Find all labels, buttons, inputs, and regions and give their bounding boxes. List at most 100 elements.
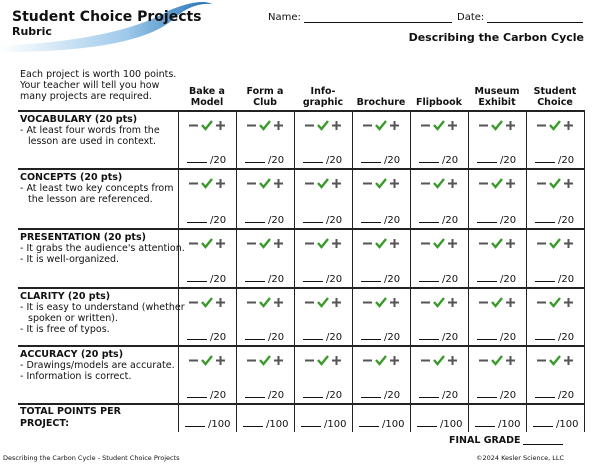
rating-icons <box>419 116 459 135</box>
minus-check-plus <box>421 297 457 308</box>
score-max: /20 <box>558 274 575 285</box>
score-max: /20 <box>384 332 401 343</box>
minus-check-plus <box>537 178 573 189</box>
score-max: /20 <box>558 390 575 401</box>
row-line <box>18 228 584 230</box>
score-blank <box>185 417 205 427</box>
rating-icons <box>187 174 227 193</box>
minus-check-plus <box>537 120 573 131</box>
column-line <box>236 110 237 432</box>
score-max: /20 <box>384 155 401 166</box>
criterion-point-text: It is well-organized. <box>26 254 120 265</box>
minus-check-plus <box>247 178 283 189</box>
criterion-point: - At least two key concepts from the les… <box>20 183 174 205</box>
score-blank <box>245 330 265 340</box>
rating-icons <box>477 174 517 193</box>
cell-score: /20 <box>535 388 574 401</box>
title: Student Choice Projects <box>12 9 202 25</box>
score-max: /20 <box>558 215 575 226</box>
score-blank <box>477 330 497 340</box>
rating-icons <box>477 293 517 312</box>
score-blank <box>361 213 381 223</box>
criterion-title: ACCURACY (20 pts) <box>20 349 124 360</box>
score-max: /20 <box>210 274 227 285</box>
score-blank <box>243 417 263 427</box>
score-max: /20 <box>268 332 285 343</box>
cell-score: /20 <box>245 272 284 285</box>
minus-check-plus <box>305 297 341 308</box>
score-blank <box>361 388 381 398</box>
score-max: /20 <box>326 155 343 166</box>
criterion: CONCEPTS (20 pts) - At least two key conc… <box>20 172 188 205</box>
minus-check-plus <box>305 120 341 131</box>
criterion-point-text: It grabs the audience's attention. <box>26 243 185 254</box>
minus-check-plus <box>537 238 573 249</box>
cell-score: /20 <box>187 330 226 343</box>
score-max: /20 <box>558 155 575 166</box>
score-blank <box>187 213 207 223</box>
score-max: /20 <box>210 390 227 401</box>
cell-score: /20 <box>303 330 342 343</box>
total-score: /100 <box>185 417 230 430</box>
score-max: /20 <box>500 155 517 166</box>
minus-check-plus <box>479 120 515 131</box>
criterion: ACCURACY (20 pts) - Drawings/models are a… <box>20 349 188 382</box>
score-max: /20 <box>500 215 517 226</box>
minus-check-plus <box>421 120 457 131</box>
rating-icons <box>303 116 343 135</box>
score-max: /20 <box>384 274 401 285</box>
rating-icons <box>361 116 401 135</box>
minus-check-plus <box>189 120 225 131</box>
score-max: /20 <box>268 390 285 401</box>
score-max: /100 <box>208 419 231 430</box>
score-max: /20 <box>500 274 517 285</box>
criterion-title: VOCABULARY (20 pts) <box>20 114 138 125</box>
score-max: /20 <box>326 332 343 343</box>
rating-icons <box>245 234 285 253</box>
total-score: /100 <box>533 417 578 430</box>
rating-icons <box>477 234 517 253</box>
score-max: /20 <box>500 390 517 401</box>
rating-icons <box>535 174 575 193</box>
cell-score: /20 <box>187 213 226 226</box>
score-blank <box>535 272 555 282</box>
rating-icons <box>419 351 459 370</box>
intro: Each project is worth 100 points. Your t… <box>20 69 177 102</box>
rating-icons <box>361 351 401 370</box>
rating-icons <box>361 293 401 312</box>
minus-check-plus <box>421 238 457 249</box>
criterion-title: PRESENTATION (20 pts) <box>20 232 146 243</box>
criterion: CLARITY (20 pts) - It is easy to understa… <box>20 291 188 335</box>
rating-icons <box>419 234 459 253</box>
criterion-point-text: It is free of typos. <box>26 324 110 335</box>
rating-icons <box>535 351 575 370</box>
rating-icons <box>535 116 575 135</box>
minus-check-plus <box>363 238 399 249</box>
total-score: /100 <box>243 417 288 430</box>
rating-icons <box>361 174 401 193</box>
column-header: Flipbook <box>416 97 462 108</box>
criterion-point-text: At least two key concepts from the lesso… <box>26 183 174 205</box>
column-header: Museum Exhibit <box>474 86 520 108</box>
score-max: /20 <box>268 274 285 285</box>
criterion-point-text: Information is correct. <box>26 371 132 382</box>
minus-check-plus <box>247 355 283 366</box>
cell-score: /20 <box>303 213 342 226</box>
score-blank <box>303 153 323 163</box>
score-max: /20 <box>442 274 459 285</box>
total-label: TOTAL POINTS PER PROJECT: <box>20 406 121 429</box>
cell-score: /20 <box>187 272 226 285</box>
minus-check-plus <box>479 178 515 189</box>
score-blank <box>187 330 207 340</box>
minus-check-plus <box>247 238 283 249</box>
score-max: /20 <box>442 332 459 343</box>
rating-icons <box>187 293 227 312</box>
column-line <box>526 110 527 432</box>
score-blank <box>361 330 381 340</box>
score-blank <box>245 272 265 282</box>
cell-score: /20 <box>535 272 574 285</box>
score-blank <box>477 388 497 398</box>
score-max: /20 <box>210 155 227 166</box>
score-max: /20 <box>442 390 459 401</box>
